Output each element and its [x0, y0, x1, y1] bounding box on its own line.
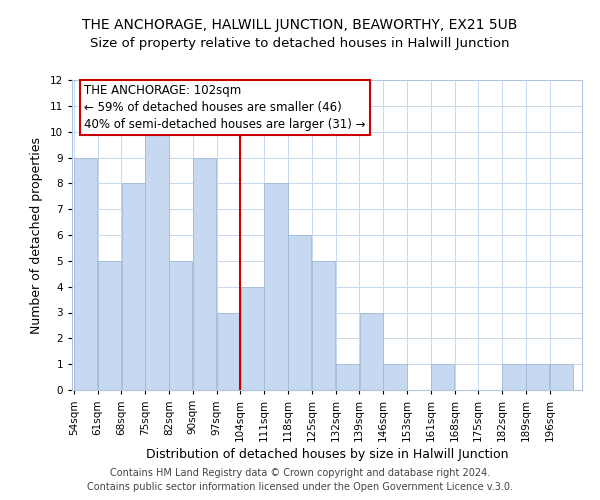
Text: THE ANCHORAGE, HALWILL JUNCTION, BEAWORTHY, EX21 5UB: THE ANCHORAGE, HALWILL JUNCTION, BEAWORT…	[82, 18, 518, 32]
Bar	[98, 261, 121, 390]
Bar	[145, 132, 169, 390]
Bar	[288, 235, 311, 390]
Bar	[193, 158, 216, 390]
X-axis label: Distribution of detached houses by size in Halwill Junction: Distribution of detached houses by size …	[146, 448, 508, 461]
Y-axis label: Number of detached properties: Number of detached properties	[30, 136, 43, 334]
Bar	[241, 286, 264, 390]
Text: Size of property relative to detached houses in Halwill Junction: Size of property relative to detached ho…	[90, 38, 510, 51]
Bar	[169, 261, 193, 390]
Bar	[265, 184, 287, 390]
Text: Contains HM Land Registry data © Crown copyright and database right 2024.
Contai: Contains HM Land Registry data © Crown c…	[87, 468, 513, 492]
Bar	[383, 364, 407, 390]
Bar	[431, 364, 454, 390]
Bar	[74, 158, 97, 390]
Bar	[502, 364, 526, 390]
Bar	[122, 184, 145, 390]
Bar	[526, 364, 550, 390]
Text: THE ANCHORAGE: 102sqm
← 59% of detached houses are smaller (46)
40% of semi-deta: THE ANCHORAGE: 102sqm ← 59% of detached …	[84, 84, 365, 131]
Bar	[550, 364, 573, 390]
Bar	[217, 312, 240, 390]
Bar	[336, 364, 359, 390]
Bar	[312, 261, 335, 390]
Bar	[359, 312, 383, 390]
